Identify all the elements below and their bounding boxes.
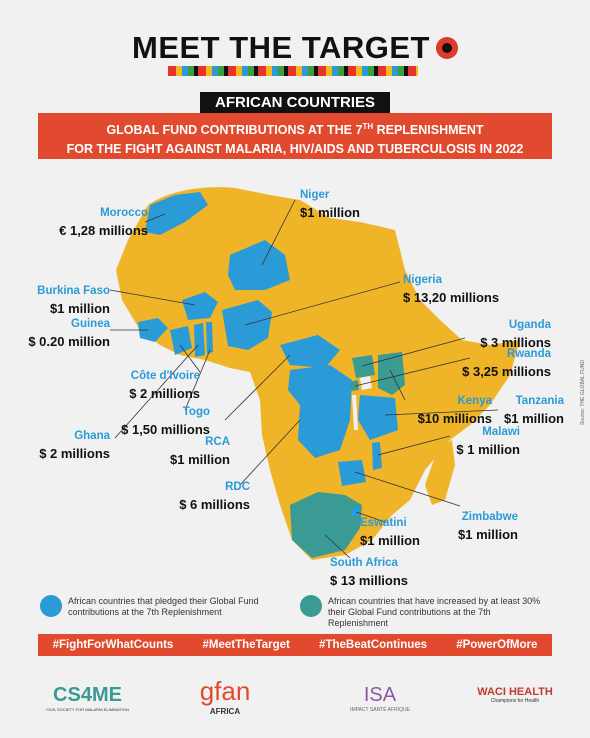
hashtag-bar: #FightForWhatCounts #MeetTheTarget #TheB… [38, 634, 552, 656]
label-rdc: RDC $ 6 millions [179, 481, 250, 512]
label-cote-divoire: Côte d'Ivoire $ 2 millions [129, 370, 200, 401]
country-zimbabwe [338, 460, 366, 486]
label-morocco: Morocco € 1,28 millions [59, 207, 148, 238]
country-rca [280, 335, 340, 368]
page-title: MEET THE TARGET [132, 30, 458, 66]
country-niger [228, 240, 290, 290]
banner-line-2: FOR THE FIGHT AGAINST MALARIA, HIV/AIDS … [66, 142, 524, 157]
label-eswatini: Eswatini $1 million [360, 517, 420, 548]
country-burkina-faso [182, 292, 218, 320]
country-nigeria [222, 300, 272, 350]
label-togo: Togo $ 1,50 millions [121, 406, 210, 437]
country-morocco [145, 192, 208, 235]
hashtag[interactable]: #FightForWhatCounts [52, 639, 174, 651]
country-malawi [372, 442, 382, 470]
source-note: Source: THE GLOBAL FUND [580, 360, 586, 426]
banner-line-1: GLOBAL FUND CONTRIBUTIONS AT THE 7TH REP… [106, 122, 484, 138]
label-rca: RCA $1 million [170, 436, 230, 467]
legend-dot-pledged [40, 595, 62, 617]
country-rdc [288, 365, 352, 458]
partner-logos: CS4ME CIVIL SOCIETY FOR MALARIA ELIMINAT… [0, 676, 590, 736]
label-burkina-faso: Burkina Faso $1 million [37, 285, 110, 316]
gfan-logo: gfan AFRICA [199, 676, 251, 716]
country-tanzania [358, 395, 398, 440]
subtitle-banner: AFRICAN COUNTRIES [200, 92, 390, 114]
hashtag[interactable]: #MeetTheTarget [202, 639, 290, 651]
hashtag[interactable]: #TheBeatContinues [319, 639, 428, 651]
label-south-africa: South Africa $ 13 millions [330, 557, 409, 588]
label-ghana: Ghana $ 2 millions [39, 430, 110, 461]
country-cote-divoire [170, 326, 192, 355]
country-eswatini [352, 507, 360, 517]
country-ghana [194, 323, 205, 357]
kente-pattern-divider [168, 66, 418, 76]
title-banner: GLOBAL FUND CONTRIBUTIONS AT THE 7TH REP… [38, 113, 552, 159]
legend: African countries that pledged their Glo… [38, 594, 552, 628]
legend-text-increased: African countries that have increased by… [328, 596, 541, 628]
target-logo-icon [435, 37, 458, 59]
header: MEET THE TARGET [0, 30, 590, 66]
label-zimbabwe: Zimbabwe $1 million [458, 511, 518, 542]
label-kenya: Kenya $10 millions [417, 395, 492, 426]
country-rwanda [350, 380, 359, 391]
hashtag[interactable]: #PowerOfMore [456, 639, 538, 651]
cs4me-logo: CS4ME CIVIL SOCIETY FOR MALARIA ELIMINAT… [46, 684, 129, 712]
country-south-africa [290, 492, 362, 558]
waci-health-logo: WACI HEALTH Champions for Health [477, 686, 553, 704]
label-niger: Niger $1 million [300, 189, 360, 220]
country-togo [206, 322, 213, 354]
label-uganda: Uganda $ 3 millions [480, 319, 551, 350]
lake-tanganyika [352, 395, 358, 430]
label-malawi: Malawi $ 1 million [456, 426, 520, 457]
label-guinea: Guinea $ 0.20 million [28, 318, 110, 349]
legend-dot-increased [300, 595, 322, 617]
isa-logo: ISA IMPACT SANTÉ AFRIQUE [350, 684, 410, 713]
leader-lines [109, 199, 499, 559]
madagascar [425, 440, 455, 505]
country-guinea [138, 318, 168, 342]
label-rwanda: Rwanda $ 3,25 millions [462, 348, 551, 379]
label-tanzania: Tanzania $1 million [504, 395, 564, 426]
country-uganda [352, 355, 375, 378]
label-nigeria: Nigeria $ 13,20 millions [403, 274, 500, 305]
legend-text-pledged: African countries that pledged their Glo… [68, 596, 259, 617]
